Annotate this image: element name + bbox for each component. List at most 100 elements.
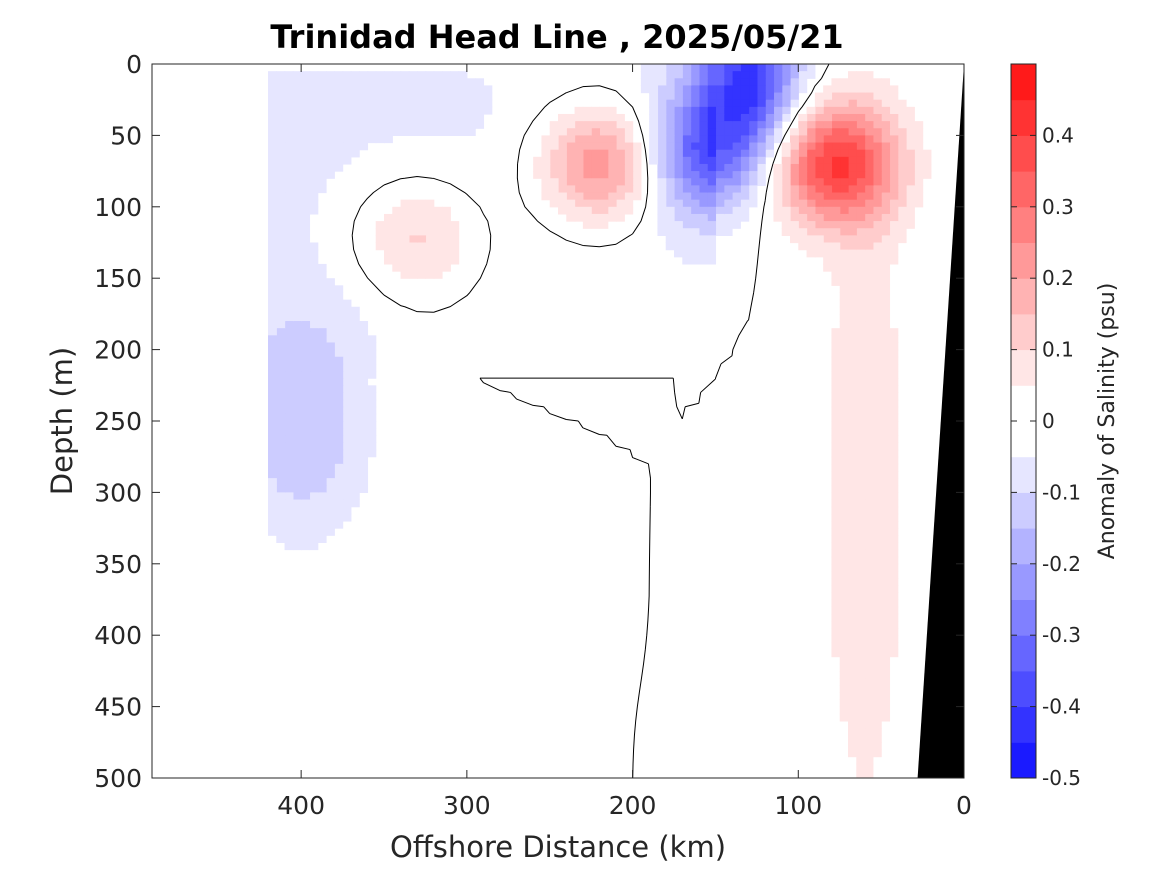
field-cell [450,256,460,265]
field-cell [715,106,725,115]
field-cell [309,449,319,458]
field-cell [392,206,402,215]
field-cell [674,135,683,144]
field-cell [276,485,286,493]
field-cell [848,413,857,422]
field-cell [856,392,866,401]
field-cell [408,271,418,279]
field-cell [442,121,451,129]
field-cell [292,263,302,272]
field-cell [848,178,857,186]
field-cell [798,149,808,158]
field-cell [558,178,567,186]
field-cell [732,71,741,79]
field-cell [442,128,451,136]
field-cell [781,206,791,215]
field-cell [856,128,866,136]
field-cell [375,235,385,244]
field-cell [342,406,352,415]
field-cell [599,199,609,208]
field-cell [839,649,849,658]
field-cell [342,371,352,379]
field-cell [276,363,286,372]
field-cell [889,85,899,94]
field-cell [864,213,874,222]
field-cell [848,585,857,593]
field-cell [566,192,576,201]
field-cell [889,520,899,529]
field-cell [326,321,335,329]
field-cell [872,106,882,115]
field-cell [392,121,402,129]
field-cell [848,749,857,758]
field-cell [848,492,857,501]
field-cell [268,256,277,265]
field-cell [806,156,816,165]
field-cell [848,692,857,701]
field-cell [334,421,344,429]
field-cell [309,78,319,87]
field-cell [856,285,866,294]
field-cell [864,463,874,472]
field-cell [301,428,311,436]
field-cell [914,149,924,158]
field-cell [317,299,327,308]
field-cell [400,99,410,108]
field-cell [839,528,849,536]
field-cell [723,156,733,165]
field-cell [591,206,601,215]
field-cell [350,406,360,415]
field-cell [268,349,277,358]
field-cell [649,156,659,165]
field-cell [864,92,874,101]
field-cell [798,178,808,186]
field-cell [317,149,327,158]
field-cell [864,742,874,751]
field-cell [359,85,369,94]
field-cell [839,656,849,665]
field-cell [732,199,741,208]
field-cell [872,213,882,222]
field-cell [616,178,625,186]
field-cell [384,113,393,122]
field-cell [566,163,576,172]
field-cell [674,128,683,136]
field-cell [740,106,750,115]
field-cell [831,371,841,379]
field-cell [748,199,758,208]
field-cell [889,606,899,615]
field-cell [707,121,717,129]
field-cell [881,599,891,608]
field-cell [856,756,866,765]
x-tick-label: 200 [609,791,657,820]
field-cell [566,213,576,222]
field-cell [268,342,277,351]
field-cell [864,299,874,308]
field-cell [839,506,849,515]
field-cell [292,85,302,94]
field-cell [872,699,882,708]
field-cell [872,685,882,693]
field-cell [665,185,675,194]
field-cell [823,128,833,136]
field-cell [268,478,277,486]
field-cell [616,149,625,158]
field-cell [732,149,741,158]
field-cell [301,349,311,358]
field-cell [292,135,302,144]
field-cell [848,106,857,115]
field-cell [848,285,857,294]
field-cell [864,578,874,586]
field-cell [342,92,352,101]
field-cell [276,342,286,351]
field-cell [616,135,625,144]
field-cell [823,213,833,222]
field-cell [723,192,733,201]
field-cell [715,113,725,122]
field-cell [856,499,866,508]
field-cell [848,549,857,558]
field-cell [640,78,650,87]
field-cell [682,221,692,229]
field-cell [889,485,899,493]
field-cell [417,199,427,208]
